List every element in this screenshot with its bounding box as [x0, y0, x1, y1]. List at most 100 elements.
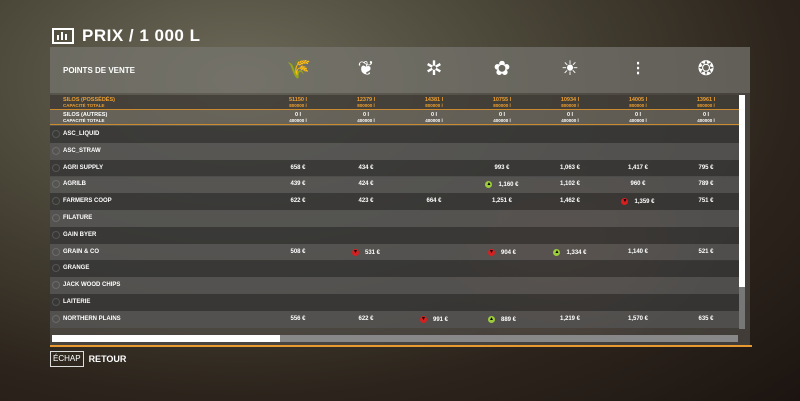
price-value: 991 € [432, 316, 448, 323]
table-row[interactable]: AGRILB 439 € 424 € ▲ 1,160 € 1,102 € 960 € 789 … [50, 176, 740, 194]
table-row[interactable]: GAIN BYER [50, 226, 740, 244]
price-cell: ▼ 1,359 € [608, 198, 668, 205]
table-row[interactable]: NORTHERN PLAINS 556 € 622 € ▼ 991 € ▲ 889 € 1,2… [50, 310, 740, 328]
info-icon [52, 281, 60, 290]
price-value: 904 € [500, 249, 516, 256]
price-cell: ▲ 1,160 € [472, 181, 532, 188]
silo-fill-value: 0 l [702, 112, 710, 118]
price-cell: 1,063 € [540, 165, 600, 171]
price-value: 622 € [358, 315, 374, 322]
silo-fill-value: 14381 l [424, 97, 444, 103]
info-icon [52, 163, 60, 172]
table-row[interactable]: FILATURE [50, 210, 740, 227]
price-cell: 789 € [676, 181, 736, 187]
horizontal-scroll-thumb[interactable] [52, 335, 280, 342]
info-icon [52, 247, 60, 256]
silo-capacity-value: 400000 l [697, 118, 715, 123]
price-cell: 664 € [404, 198, 464, 204]
table-header: POINTS DE VENTE 🌾 ❦ ✲ ✿ ☀ ⁝ ❂ [50, 47, 750, 93]
corn-icon: ❂ [697, 58, 715, 80]
info-icon [52, 197, 60, 206]
selling-point-name: FILATURE [63, 215, 93, 221]
price-value: 508 € [290, 248, 306, 255]
table-row[interactable]: LAITERIE [50, 294, 740, 311]
price-cell: ▲ 1,334 € [540, 248, 600, 256]
selling-point-name: GAIN BYER [63, 231, 97, 238]
table-row[interactable]: ASC_LIQUID [50, 126, 740, 143]
silo-fill-value: 13961 l [696, 97, 716, 103]
info-icon [52, 298, 60, 306]
back-button[interactable]: ÉCHAP RETOUR [50, 351, 126, 367]
horizontal-scrollbar[interactable] [52, 335, 738, 342]
price-value: 1,102 € [559, 181, 581, 188]
silo-fill-value: 0 l [362, 112, 370, 118]
selling-point-name: AGRILB [63, 181, 86, 188]
silo-capacity-value: 800000 l [425, 103, 443, 108]
price-cell: 423 € [336, 198, 396, 204]
price-cell: 795 € [676, 165, 736, 171]
price-value: 556 € [290, 315, 306, 322]
silo-capacity-value: 400000 l [289, 118, 307, 123]
back-label: RETOUR [88, 354, 127, 364]
price-cell: 658 € [268, 165, 328, 171]
price-up-icon: ▲ [487, 315, 495, 323]
table-row[interactable]: JACK WOOD CHIPS [50, 277, 740, 295]
silo-fill-value: 51150 l [288, 97, 308, 103]
vertical-scrollbar[interactable] [739, 95, 745, 329]
price-cell: ▼ 904 € [472, 248, 532, 256]
selling-point-name: NORTHERN PLAINS [63, 315, 121, 322]
price-value: 1,359 € [634, 199, 655, 206]
cotton-icon: ✿ [493, 58, 511, 80]
table-row[interactable]: GRAIN & CO 508 € ▼ 531 € ▼ 904 € ▲ 1,334 € 1,140… [50, 243, 740, 261]
table-row[interactable]: GRANGE [50, 260, 740, 278]
silo-fill-value: 10755 l [492, 97, 512, 103]
price-value: 439 € [290, 181, 306, 188]
silo-capacity-value: 400000 l [357, 118, 375, 123]
price-value: 423 € [358, 198, 374, 205]
soybean-icon: ⁝ [634, 58, 642, 80]
price-value: 1,160 € [498, 182, 519, 189]
silo-capacity-value: 800000 l [289, 103, 307, 108]
price-value: 1,570 € [627, 315, 649, 322]
page-title: PRIX / 1 000 L [82, 26, 201, 45]
price-cell: 424 € [336, 181, 396, 187]
silo-fill-value: 10934 l [560, 97, 580, 103]
price-value: 622 € [290, 198, 306, 205]
price-cell: 508 € [268, 249, 328, 255]
price-value: 664 € [426, 198, 442, 205]
silo-capacity-value: 800000 l [697, 103, 715, 108]
price-value: 889 € [500, 316, 516, 323]
selling-point-name: LAITERIE [63, 299, 91, 305]
price-cell: 556 € [268, 316, 328, 322]
silo-fill-value: 0 l [294, 112, 302, 118]
silo-fill-value: 0 l [498, 112, 506, 118]
price-cell: 622 € [336, 316, 396, 322]
silo-capacity-value: 400000 l [493, 118, 511, 123]
barley-icon: ❦ [357, 58, 375, 80]
selling-point-name: GRANGE [63, 265, 90, 272]
selling-point-name: AGRI SUPPLY [63, 164, 104, 171]
silos-owned-row: SILOS (POSSÉDÉS) CAPACITÉ TOTALE 51150 l… [50, 95, 740, 110]
selling-point-name: GRAIN & CO [63, 248, 99, 255]
silo-capacity-value: 800000 l [629, 103, 647, 108]
silo-capacity-value: 400000 l [629, 118, 647, 123]
table-row[interactable]: ASC_STRAW [50, 142, 740, 160]
silos-owned-sublabel: CAPACITÉ TOTALE [63, 103, 105, 108]
table-row[interactable]: FARMERS COOP 622 € 423 € 664 € 1,251 € 1,462 … [50, 193, 740, 211]
silo-fill-value: 0 l [430, 112, 438, 118]
price-value: 635 € [698, 315, 714, 322]
silo-capacity-value: 400000 l [561, 118, 579, 123]
canola-icon: ✲ [425, 58, 443, 80]
price-cell: 1,219 € [540, 316, 600, 322]
selling-point-name: ASC_STRAW [63, 147, 101, 154]
wheat-icon: 🌾 [286, 58, 311, 80]
table-row[interactable]: AGRI SUPPLY 658 € 434 € 993 € 1,063 € 1,417 €… [50, 159, 740, 177]
price-chart-icon [52, 28, 74, 44]
info-icon [52, 264, 60, 273]
price-value: 531 € [364, 249, 380, 256]
vertical-scroll-thumb[interactable] [739, 95, 745, 287]
price-value: 1,063 € [559, 164, 581, 171]
silo-capacity-value: 800000 l [561, 103, 579, 108]
info-icon [52, 146, 60, 155]
sunflower-icon: ☀ [561, 58, 579, 80]
